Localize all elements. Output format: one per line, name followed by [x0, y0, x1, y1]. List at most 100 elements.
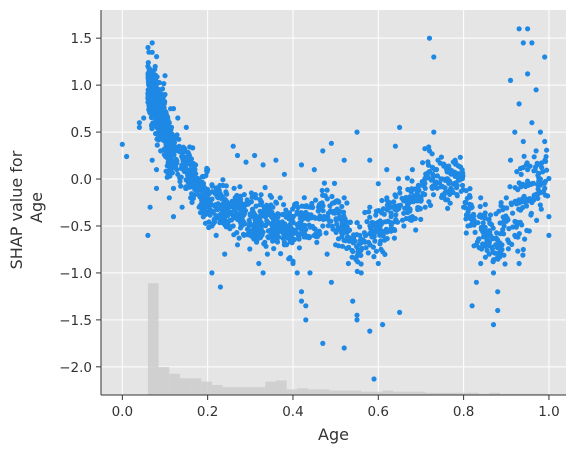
scatter-point	[152, 100, 158, 106]
scatter-point	[367, 204, 373, 210]
scatter-point	[346, 227, 352, 233]
scatter-point	[162, 73, 168, 79]
scatter-point	[182, 163, 188, 169]
scatter-point	[463, 216, 469, 222]
scatter-point	[500, 207, 506, 213]
x-tick-label: 0.4	[282, 404, 303, 420]
histogram-bar	[361, 391, 372, 395]
scatter-point	[264, 251, 270, 257]
scatter-point	[401, 223, 407, 229]
scatter-point	[200, 214, 206, 220]
scatter-point	[263, 223, 269, 229]
scatter-point	[231, 185, 237, 191]
histogram-bar	[222, 387, 234, 395]
scatter-point	[326, 218, 332, 224]
scatter-point	[445, 205, 451, 211]
scatter-point	[533, 87, 539, 93]
scatter-point	[145, 44, 151, 51]
scatter-point	[507, 77, 514, 83]
y-tick-label: 1.0	[71, 78, 92, 94]
scatter-point	[538, 160, 545, 166]
scatter-point	[328, 140, 334, 146]
scatter-point	[313, 197, 319, 203]
scatter-point	[283, 207, 289, 213]
scatter-point	[409, 186, 416, 193]
histogram-bar	[350, 390, 362, 395]
scatter-point	[459, 167, 465, 173]
scatter-point	[457, 154, 463, 160]
scatter-point	[521, 153, 527, 159]
scatter-point	[234, 201, 240, 207]
scatter-point	[542, 54, 548, 60]
scatter-point	[209, 270, 215, 276]
scatter-point	[164, 149, 170, 155]
scatter-point	[528, 210, 535, 216]
scatter-point	[178, 183, 184, 189]
histogram-bar	[382, 390, 394, 395]
scatter-point	[491, 257, 497, 263]
scatter-point	[299, 203, 305, 209]
histogram-bar	[510, 393, 522, 395]
scatter-point	[422, 204, 428, 210]
scatter-point	[488, 233, 494, 239]
scatter-point	[159, 86, 166, 92]
scatter-point	[320, 148, 326, 154]
scatter-point	[367, 328, 373, 334]
scatter-point	[478, 260, 484, 267]
scatter-point	[411, 196, 417, 202]
scatter-point	[501, 218, 507, 224]
scatter-point	[271, 218, 277, 224]
scatter-point	[261, 241, 267, 247]
scatter-point	[155, 134, 161, 141]
scatter-point	[429, 151, 435, 157]
scatter-point	[146, 49, 152, 55]
scatter-point	[273, 237, 279, 243]
scatter-point	[405, 186, 411, 193]
scatter-point	[493, 242, 499, 248]
scatter-point	[234, 192, 240, 199]
scatter-point	[148, 114, 154, 121]
scatter-point	[260, 270, 266, 276]
scatter-point	[167, 173, 173, 179]
histogram-bar	[339, 390, 351, 395]
scatter-point	[220, 219, 226, 225]
scatter-point	[324, 251, 330, 257]
scatter-point	[294, 270, 300, 276]
scatter-point	[515, 234, 521, 240]
scatter-point	[463, 230, 469, 236]
scatter-point	[484, 247, 490, 254]
scatter-point	[393, 194, 399, 200]
scatter-point	[241, 205, 247, 211]
scatter-point	[373, 228, 379, 234]
scatter-point	[375, 181, 381, 187]
scatter-point	[204, 165, 210, 171]
scatter-point	[528, 181, 534, 187]
scatter-point	[141, 115, 147, 121]
scatter-point	[531, 197, 537, 203]
scatter-point	[236, 235, 242, 241]
scatter-point	[447, 200, 453, 206]
scatter-point	[290, 258, 296, 264]
scatter-point	[153, 167, 160, 173]
scatter-point	[454, 193, 460, 199]
scatter-point	[309, 200, 315, 207]
scatter-point	[534, 217, 540, 223]
scatter-point	[484, 237, 490, 243]
scatter-point	[310, 204, 316, 210]
scatter-point	[284, 242, 290, 248]
scatter-point	[252, 192, 258, 198]
scatter-point	[525, 26, 531, 32]
scatter-point	[522, 199, 528, 205]
scatter-point	[254, 239, 260, 245]
histogram-bar	[446, 392, 458, 395]
scatter-point	[482, 201, 488, 208]
scatter-point	[270, 204, 276, 210]
scatter-point	[189, 168, 195, 174]
scatter-point	[415, 206, 421, 213]
x-tick-label: 0.8	[453, 404, 474, 420]
scatter-point	[247, 220, 253, 226]
scatter-point	[295, 232, 301, 238]
scatter-point	[192, 192, 198, 198]
scatter-point	[355, 246, 361, 252]
y-axis-label-line-2: Age	[27, 192, 46, 223]
